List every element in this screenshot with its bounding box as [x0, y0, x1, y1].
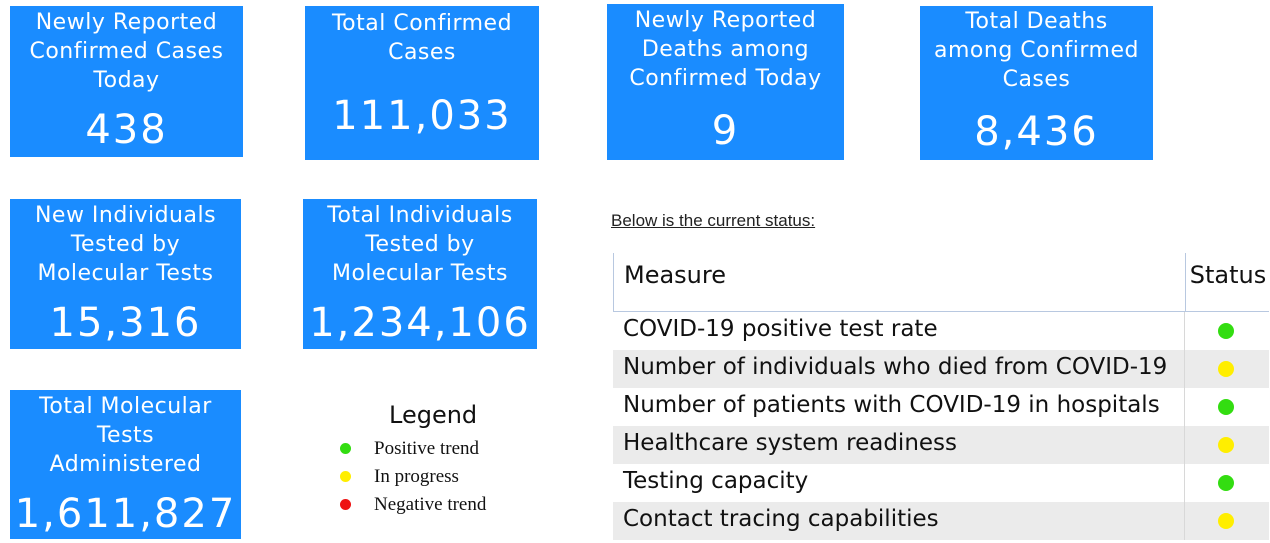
- status-cell: [1184, 464, 1270, 502]
- status-cell: [1184, 426, 1270, 464]
- tile-value: 1,234,106: [309, 300, 531, 346]
- table-row: COVID-19 positive test rate: [613, 312, 1269, 350]
- tile-value: 1,611,827: [14, 491, 237, 537]
- table-row: Number of patients with COVID-19 in hosp…: [613, 388, 1269, 426]
- status-cell: [1184, 502, 1270, 540]
- tile-new-tested: New Individuals Tested by Molecular Test…: [10, 199, 241, 349]
- tile-value: 15,316: [49, 300, 202, 346]
- legend-item-label: Positive trend: [374, 438, 480, 459]
- yellow-dot-icon: [1218, 513, 1234, 529]
- tile-label: Newly Reported Confirmed Cases Today: [29, 10, 224, 93]
- tile-value: 8,436: [974, 109, 1099, 155]
- tile-value: 111,033: [332, 93, 512, 139]
- tile-label: Total Deaths among Confirmed Cases: [934, 9, 1139, 92]
- table-row: Healthcare system readiness: [613, 426, 1269, 464]
- table-row: Contact tracing capabilities: [613, 502, 1269, 540]
- table-row: Number of individuals who died from COVI…: [613, 350, 1269, 388]
- tile-value: 438: [85, 107, 168, 153]
- status-caption: Below is the current status:: [611, 211, 816, 230]
- tile-label: Newly Reported Deaths among Confirmed To…: [629, 8, 822, 91]
- status-cell: [1184, 312, 1270, 350]
- legend-title: Legend: [389, 401, 478, 429]
- status-cell: [1184, 350, 1270, 388]
- measure-cell: Testing capacity: [623, 468, 809, 494]
- tile-new-cases: Newly Reported Confirmed Cases Today 438: [10, 6, 243, 157]
- measure-cell: Contact tracing capabilities: [623, 506, 939, 532]
- yellow-dot-icon: [1218, 437, 1234, 453]
- yellow-dot-icon: [340, 471, 351, 482]
- yellow-dot-icon: [1218, 361, 1234, 377]
- status-table: Measure Status COVID-19 positive test ra…: [613, 253, 1269, 540]
- green-dot-icon: [1218, 475, 1234, 491]
- table-row: Testing capacity: [613, 464, 1269, 502]
- column-header-measure: Measure: [624, 261, 726, 289]
- tile-label: Total Individuals Tested by Molecular Te…: [327, 203, 513, 286]
- tile-total-deaths: Total Deaths among Confirmed Cases 8,436: [920, 6, 1153, 160]
- tile-total-tested: Total Individuals Tested by Molecular Te…: [303, 199, 537, 349]
- measure-cell: Number of individuals who died from COVI…: [623, 354, 1168, 380]
- legend-item-label: Negative trend: [374, 494, 487, 515]
- measure-cell: Healthcare system readiness: [623, 430, 958, 456]
- legend-item-label: In progress: [374, 466, 459, 487]
- status-cell: [1184, 388, 1270, 426]
- green-dot-icon: [1218, 399, 1234, 415]
- measure-cell: Number of patients with COVID-19 in hosp…: [623, 392, 1160, 418]
- green-dot-icon: [1218, 323, 1234, 339]
- column-header-status: Status: [1185, 253, 1270, 311]
- red-dot-icon: [340, 499, 351, 510]
- tile-label: Total Molecular Tests Administered: [39, 394, 212, 477]
- tile-total-tests: Total Molecular Tests Administered 1,611…: [10, 390, 241, 539]
- measure-cell: COVID-19 positive test rate: [623, 316, 938, 342]
- green-dot-icon: [340, 443, 351, 454]
- tile-value: 9: [711, 108, 740, 154]
- tile-total-cases: Total Confirmed Cases 111,033: [305, 6, 539, 160]
- tile-label: Total Confirmed Cases: [331, 11, 513, 65]
- tile-label: New Individuals Tested by Molecular Test…: [34, 203, 217, 286]
- tile-new-deaths: Newly Reported Deaths among Confirmed To…: [607, 4, 844, 160]
- status-table-header: Measure Status: [613, 253, 1269, 312]
